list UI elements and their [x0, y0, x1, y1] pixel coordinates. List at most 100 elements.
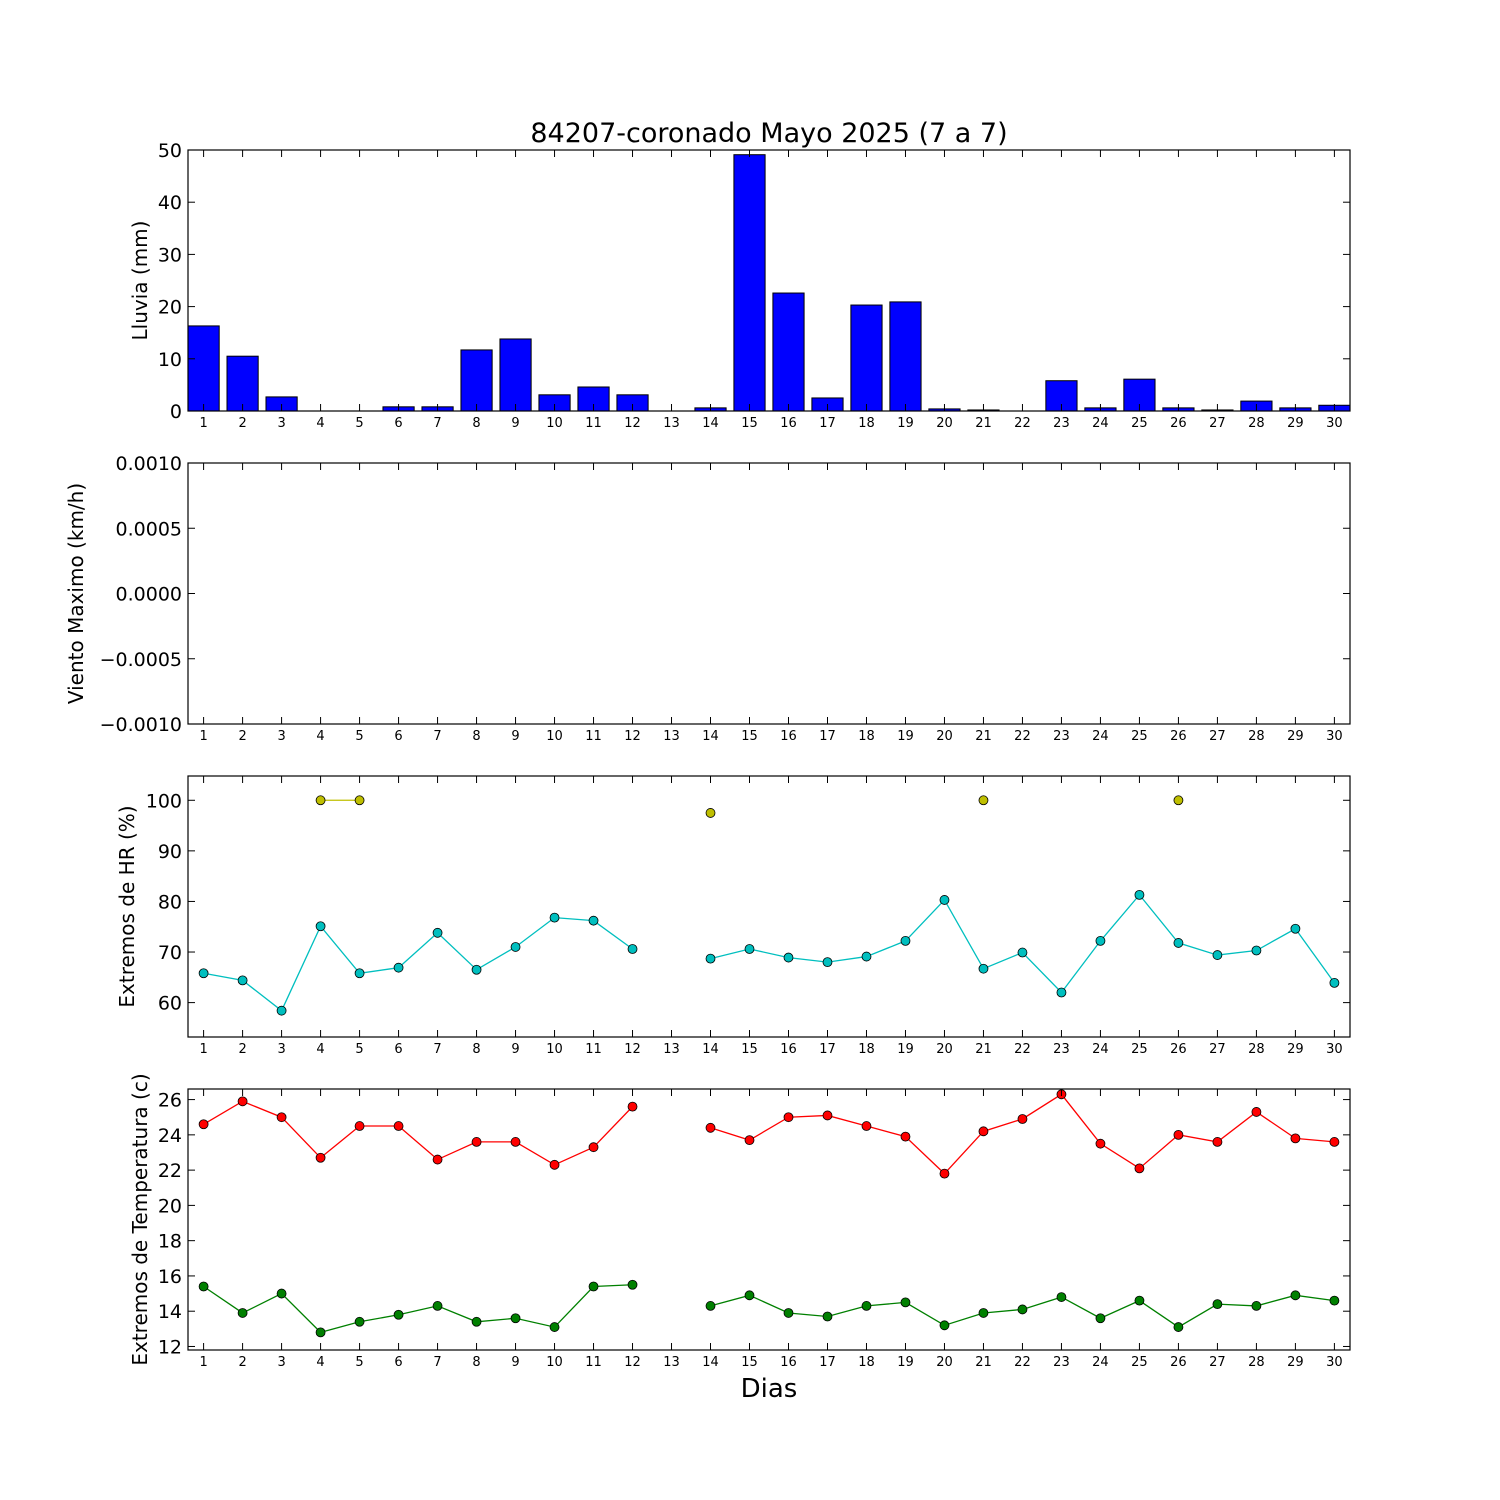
x-tick-label: 7: [433, 416, 441, 431]
x-tick-label: 27: [1209, 729, 1226, 744]
x-tick-label: 12: [624, 729, 641, 744]
y-tick-label: 20: [158, 1195, 182, 1217]
x-tick-label: 10: [546, 1042, 563, 1057]
x-tick-label: 6: [394, 1355, 402, 1370]
series-2-point-day-25: [1134, 1295, 1145, 1306]
x-tick-label: 2: [238, 1355, 246, 1370]
x-tick-label: 11: [585, 729, 602, 744]
series-1-point-day-20: [939, 1168, 950, 1179]
chart-panel-4: Extremos de Temperatura (c) 1214161820222…: [128, 1073, 1351, 1370]
series-2-point-day-10: [549, 1322, 560, 1332]
series-1-point-day-26: [1173, 1129, 1184, 1140]
series-1-point-day-27: [1212, 1137, 1223, 1147]
series-2-point-day-9: [510, 942, 521, 952]
series-2-point-day-6: [393, 1309, 404, 1320]
x-tick-label: 8: [472, 416, 480, 431]
bar-day-8: [460, 349, 493, 412]
series-1-point-day-14: [705, 808, 716, 818]
x-tick-label: 11: [585, 1355, 602, 1370]
series-2-point-day-8: [471, 964, 482, 975]
x-tick-label: 10: [546, 416, 563, 431]
x-tick-label: 22: [1014, 416, 1031, 431]
x-tick-label: 16: [780, 1355, 797, 1370]
chart-title: 84207-coronado Mayo 2025 (7 a 7): [530, 118, 1007, 149]
x-tick-label: 30: [1326, 729, 1343, 744]
x-tick-label: 29: [1287, 416, 1304, 431]
x-tick-label: 17: [819, 729, 836, 744]
bar-day-1: [187, 325, 220, 412]
bar-day-16: [772, 292, 805, 412]
series-2-point-day-27: [1212, 950, 1223, 960]
x-tick-label: 16: [780, 729, 797, 744]
series-2-point-day-29: [1290, 1290, 1301, 1301]
x-tick-label: 1: [199, 1042, 207, 1057]
x-tick-label: 18: [858, 416, 875, 431]
series-1-line: [203, 1100, 633, 1166]
x-tick-label: 7: [433, 729, 441, 744]
y-tick-label: 18: [158, 1231, 182, 1253]
series-2-point-day-18: [861, 1301, 872, 1311]
series-1-point-day-17: [822, 1110, 833, 1121]
series-2-point-day-23: [1056, 987, 1067, 998]
series-1-point-day-2: [237, 1096, 248, 1107]
x-tick-label: 16: [780, 1042, 797, 1057]
y-tick-label: 22: [158, 1160, 182, 1182]
x-tick-label: 2: [238, 416, 246, 431]
y-tick-label: 10: [158, 349, 182, 371]
series-2-point-day-23: [1056, 1292, 1067, 1302]
series-2-point-day-2: [237, 975, 248, 986]
x-tick-label: 24: [1092, 1042, 1109, 1057]
series-2-point-day-26: [1173, 1322, 1184, 1332]
series-2-point-day-22: [1017, 947, 1028, 958]
series-2-point-day-30: [1329, 977, 1340, 988]
bar-day-19: [889, 301, 922, 412]
series-2-point-day-3: [276, 1005, 287, 1016]
x-tick-label: 23: [1053, 729, 1070, 744]
x-tick-label: 3: [277, 729, 285, 744]
x-tick-label: 2: [238, 1042, 246, 1057]
x-tick-label: 13: [663, 416, 680, 431]
series-1-point-day-21: [978, 1126, 989, 1137]
x-tick-label: 9: [511, 729, 519, 744]
series-2-point-day-30: [1329, 1295, 1340, 1306]
x-tick-label: 3: [277, 416, 285, 431]
series-2-point-day-16: [783, 952, 794, 963]
x-tick-label: 26: [1170, 729, 1187, 744]
series-1-point-day-24: [1095, 1138, 1106, 1149]
x-tick-label: 27: [1209, 1355, 1226, 1370]
x-tick-label: 12: [624, 416, 641, 431]
series-2-point-day-9: [510, 1313, 521, 1324]
x-tick-label: 24: [1092, 1355, 1109, 1370]
x-tick-label: 20: [936, 416, 953, 431]
series-1-point-day-11: [588, 1142, 599, 1153]
y-tick-label: 40: [158, 192, 182, 214]
series-2-point-day-1: [198, 968, 209, 979]
x-tick-label: 4: [316, 416, 324, 431]
x-tick-label: 23: [1053, 416, 1070, 431]
x-tick-label: 25: [1131, 416, 1148, 431]
bar-day-15: [733, 154, 766, 412]
y-axis-label: Extremos de Temperatura (c): [128, 1073, 152, 1365]
x-tick-label: 28: [1248, 416, 1265, 431]
x-tick-label: 29: [1287, 1042, 1304, 1057]
x-tick-label: 7: [433, 1042, 441, 1057]
series-2-point-day-19: [900, 1297, 911, 1308]
x-tick-label: 15: [741, 1355, 758, 1370]
x-tick-label: 20: [936, 729, 953, 744]
x-tick-label: 6: [394, 416, 402, 431]
x-tick-label: 3: [277, 1042, 285, 1057]
x-tick-label: 1: [199, 1355, 207, 1370]
x-tick-label: 26: [1170, 1355, 1187, 1370]
x-tick-label: 25: [1131, 1042, 1148, 1057]
series-1-point-day-1: [198, 1119, 209, 1130]
x-tick-label: 22: [1014, 1042, 1031, 1057]
series-1-point-day-14: [705, 1122, 716, 1133]
x-tick-label: 28: [1248, 729, 1265, 744]
x-tick-label: 17: [819, 416, 836, 431]
x-tick-label: 12: [624, 1355, 641, 1370]
x-tick-label: 23: [1053, 1042, 1070, 1057]
x-tick-label: 13: [663, 729, 680, 744]
x-tick-label: 4: [316, 1355, 324, 1370]
x-tick-label: 19: [897, 416, 914, 431]
